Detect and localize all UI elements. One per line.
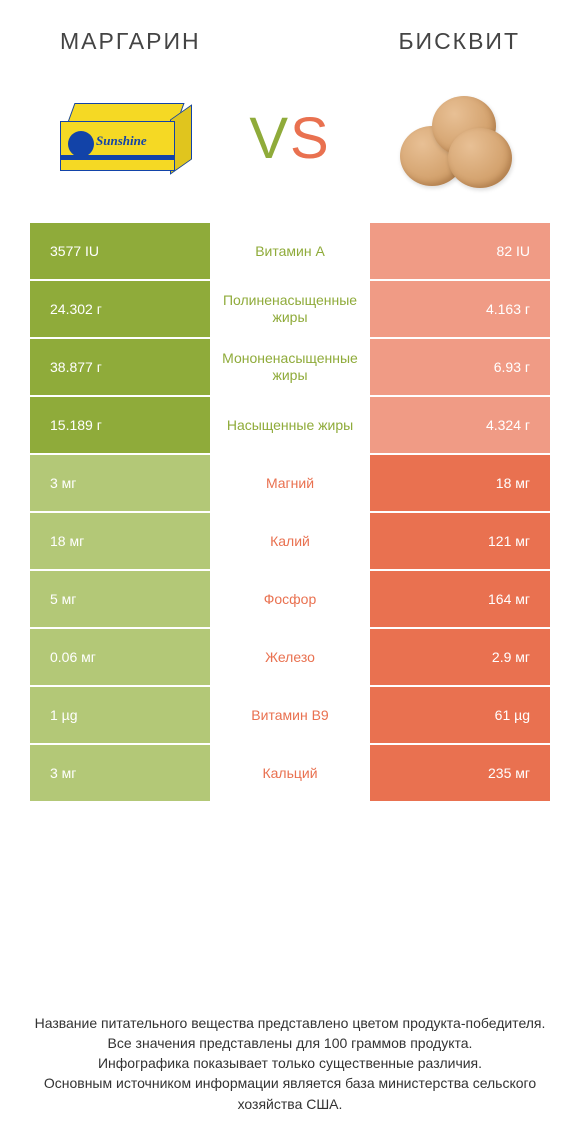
- vs-label: VS: [249, 105, 330, 172]
- value-left: 38.877 г: [30, 339, 210, 395]
- value-left: 15.189 г: [30, 397, 210, 453]
- nutrient-label: Мононенасыщенные жиры: [210, 339, 370, 395]
- title-left: МАРГАРИН: [60, 28, 201, 55]
- value-left: 3577 IU: [30, 223, 210, 279]
- value-right: 4.163 г: [370, 281, 550, 337]
- vs-row: Sunshine VS: [0, 73, 580, 223]
- product-image-left: Sunshine: [50, 83, 200, 193]
- nutrient-label: Калий: [210, 513, 370, 569]
- value-right: 235 мг: [370, 745, 550, 801]
- nutrient-label: Железо: [210, 629, 370, 685]
- header: МАРГАРИН БИСКВИТ: [0, 0, 580, 73]
- value-right: 164 мг: [370, 571, 550, 627]
- nutrient-label: Магний: [210, 455, 370, 511]
- table-row: 0.06 мгЖелезо2.9 мг: [30, 629, 550, 685]
- table-row: 24.302 гПолиненасыщенные жиры4.163 г: [30, 281, 550, 337]
- margarine-icon: Sunshine: [60, 103, 190, 173]
- value-left: 0.06 мг: [30, 629, 210, 685]
- table-row: 3 мгМагний18 мг: [30, 455, 550, 511]
- nutrient-label: Кальций: [210, 745, 370, 801]
- footer-line: Название питательного вещества представл…: [30, 1013, 550, 1033]
- table-row: 15.189 гНасыщенные жиры4.324 г: [30, 397, 550, 453]
- product-image-right: [380, 83, 530, 193]
- vs-s: S: [290, 106, 331, 171]
- footer-line: Инфографика показывает только существенн…: [30, 1053, 550, 1073]
- value-right: 4.324 г: [370, 397, 550, 453]
- nutrient-label: Насыщенные жиры: [210, 397, 370, 453]
- value-right: 6.93 г: [370, 339, 550, 395]
- table-row: 1 µgВитамин B961 µg: [30, 687, 550, 743]
- table-row: 3 мгКальций235 мг: [30, 745, 550, 801]
- value-right: 121 мг: [370, 513, 550, 569]
- table-row: 3577 IUВитамин A82 IU: [30, 223, 550, 279]
- table-row: 5 мгФосфор164 мг: [30, 571, 550, 627]
- nutrient-label: Полиненасыщенные жиры: [210, 281, 370, 337]
- value-left: 3 мг: [30, 455, 210, 511]
- title-right: БИСКВИТ: [398, 28, 520, 55]
- nutrient-label: Витамин A: [210, 223, 370, 279]
- value-left: 24.302 г: [30, 281, 210, 337]
- value-left: 5 мг: [30, 571, 210, 627]
- footer-note: Название питательного вещества представл…: [30, 1013, 550, 1114]
- value-right: 61 µg: [370, 687, 550, 743]
- biscuit-icon: [390, 88, 520, 188]
- nutrient-label: Фосфор: [210, 571, 370, 627]
- value-right: 18 мг: [370, 455, 550, 511]
- value-left: 18 мг: [30, 513, 210, 569]
- table-row: 38.877 гМононенасыщенные жиры6.93 г: [30, 339, 550, 395]
- table-row: 18 мгКалий121 мг: [30, 513, 550, 569]
- value-left: 3 мг: [30, 745, 210, 801]
- vs-v: V: [249, 106, 290, 171]
- comparison-table: 3577 IUВитамин A82 IU24.302 гПолиненасыщ…: [30, 223, 550, 801]
- value-right: 82 IU: [370, 223, 550, 279]
- nutrient-label: Витамин B9: [210, 687, 370, 743]
- footer-line: Основным источником информации является …: [30, 1073, 550, 1114]
- value-right: 2.9 мг: [370, 629, 550, 685]
- value-left: 1 µg: [30, 687, 210, 743]
- footer-line: Все значения представлены для 100 граммо…: [30, 1033, 550, 1053]
